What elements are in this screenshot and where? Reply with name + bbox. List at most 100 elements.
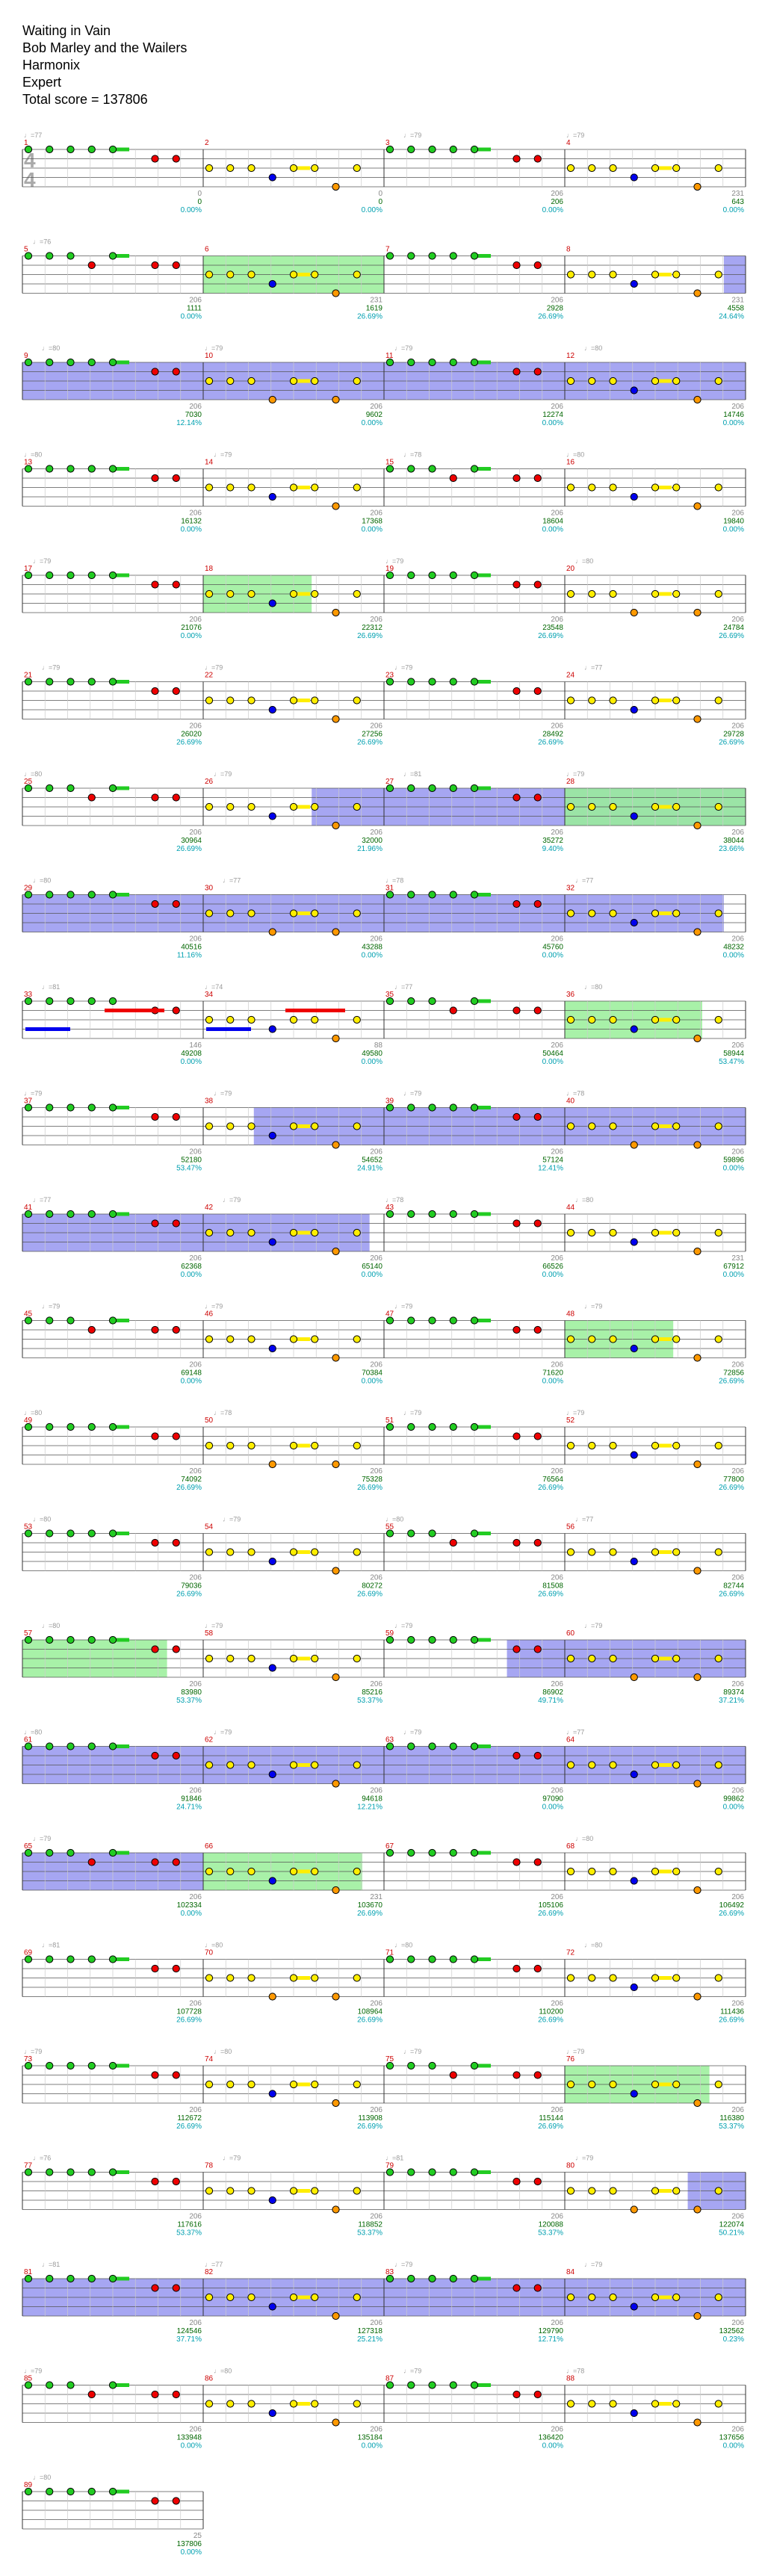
measure-number: 73 — [24, 2055, 33, 2063]
measure-base-score: 206 — [189, 722, 202, 731]
tempo-marker: ♩=79 — [394, 344, 412, 352]
measure-percent: 53.37% — [357, 1697, 382, 1705]
note-gem — [108, 1210, 117, 1219]
note-gem — [247, 2187, 255, 2195]
note-gem — [533, 580, 542, 589]
note-gem — [470, 1316, 479, 1325]
sustain-tail — [113, 147, 129, 152]
tempo-marker: ♩=80 — [24, 770, 42, 778]
measure-running-score: 127318 — [358, 2327, 383, 2335]
measure-number: 84 — [566, 2268, 575, 2276]
note-gem — [588, 802, 596, 811]
tempo-marker: ♩=79 — [214, 451, 232, 459]
note-gem — [24, 1422, 33, 1431]
note-gem — [268, 1025, 276, 1033]
note-gem — [385, 1955, 394, 1963]
note-gem — [108, 997, 117, 1006]
note-gem — [566, 1441, 575, 1450]
sustain-tail — [294, 486, 310, 489]
note-gem — [226, 1548, 235, 1556]
note-gem — [24, 1742, 33, 1750]
sustain-tail — [474, 1106, 491, 1109]
note-gem — [449, 358, 457, 367]
measure-base-score: 206 — [731, 1574, 744, 1582]
measure-number: 7 — [385, 246, 390, 254]
note-gem — [205, 2293, 214, 2302]
note-gem — [407, 1742, 415, 1750]
note-gem — [672, 164, 681, 173]
measure-percent: 0.00% — [181, 1910, 202, 1918]
note-gem — [205, 1867, 214, 1876]
sustain-tail — [474, 1532, 491, 1535]
note-gem — [470, 1210, 479, 1219]
sustain-tail — [113, 360, 129, 365]
note-gem — [226, 164, 235, 173]
note-gem — [609, 1548, 617, 1556]
note-gem — [512, 900, 521, 908]
note-gem — [247, 1228, 255, 1237]
note-gem — [289, 1015, 298, 1024]
tempo-marker: ♩=79 — [566, 131, 584, 139]
sustain-tail — [655, 2402, 672, 2406]
measure-base-score: 206 — [370, 1148, 382, 1157]
measure-base-score: 206 — [551, 1041, 563, 1050]
note-gem — [672, 1015, 681, 1024]
note-gem — [172, 1325, 180, 1334]
measure-percent: 26.69% — [357, 1591, 382, 1599]
note-gem — [268, 1557, 276, 1566]
sustain-tail — [655, 699, 672, 702]
measure-base-score: 231 — [370, 297, 382, 305]
note-gem — [651, 1761, 660, 1769]
note-gem — [630, 1877, 638, 1885]
note-gem — [108, 2274, 117, 2283]
measure-number: 38 — [205, 1097, 214, 1106]
note-gem — [609, 1122, 617, 1130]
note-gem — [311, 802, 319, 811]
note-gem — [311, 1015, 319, 1024]
note-gem — [24, 1635, 33, 1644]
measure-number: 30 — [205, 885, 214, 893]
measure-percent: 26.69% — [538, 2016, 563, 2025]
note-gem — [385, 784, 394, 793]
measure-base-score: 206 — [731, 1148, 744, 1157]
measure-running-score: 110200 — [539, 2008, 563, 2016]
note-gem — [205, 1548, 214, 1556]
note-gem — [428, 1422, 436, 1431]
tempo-marker: ♩=79 — [24, 2048, 42, 2055]
measure-running-score: 137806 — [177, 2540, 202, 2548]
note-gem — [226, 589, 235, 598]
sustain-tail — [113, 1638, 129, 1642]
note-gem — [353, 589, 361, 598]
note-gem — [609, 909, 617, 917]
measure-base-score: 231 — [731, 1254, 744, 1263]
note-gem — [651, 377, 660, 386]
note-gem — [247, 2400, 255, 2408]
measure-percent: 0.00% — [362, 1378, 382, 1386]
note-gem — [428, 1210, 436, 1219]
note-gem — [428, 1848, 436, 1857]
note-gem — [205, 1761, 214, 1769]
sustain-tail — [655, 2082, 672, 2087]
note-gem — [268, 2090, 276, 2098]
tempo-marker: ♩=80 — [575, 1835, 593, 1842]
note-gem — [609, 802, 617, 811]
note-gem — [651, 1974, 660, 1982]
note-gem — [512, 1964, 521, 1973]
note-gem — [172, 261, 180, 270]
measure-number: 32 — [566, 885, 575, 893]
note-gem — [332, 928, 340, 936]
measure-running-score: 70384 — [362, 1369, 382, 1378]
sustain-tail — [655, 1124, 672, 1128]
measure-base-score: 206 — [370, 2213, 382, 2221]
measure-base-score: 206 — [189, 935, 202, 944]
note-gem — [289, 2293, 298, 2302]
measure-number: 25 — [24, 778, 33, 786]
note-gem — [46, 1103, 54, 1112]
measure-percent: 0.00% — [723, 419, 744, 427]
note-gem — [46, 571, 54, 580]
tempo-marker: ♩=81 — [42, 2261, 60, 2268]
note-gem — [289, 1761, 298, 1769]
note-gem — [630, 1557, 638, 1566]
note-gem — [428, 2168, 436, 2176]
measure-base-score: 206 — [370, 722, 382, 731]
